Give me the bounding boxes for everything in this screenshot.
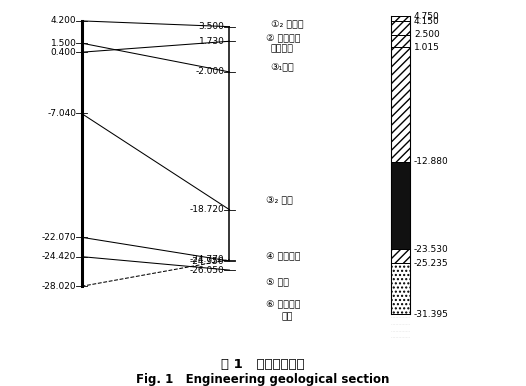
- Bar: [391, 263, 410, 314]
- Text: -26.050: -26.050: [189, 266, 224, 274]
- Text: -31.395: -31.395: [414, 310, 449, 318]
- Text: -12.880: -12.880: [414, 157, 449, 166]
- Text: 2.500: 2.500: [414, 30, 440, 39]
- Text: ①₂ 素填土: ①₂ 素填土: [271, 20, 304, 29]
- Bar: [391, 35, 410, 47]
- Text: ④ 粉质黏土: ④ 粉质黏土: [266, 253, 300, 262]
- Text: 粉砂: 粉砂: [281, 312, 292, 321]
- Bar: [391, 249, 410, 263]
- Text: -24.950: -24.950: [190, 257, 224, 266]
- Text: -24.770: -24.770: [190, 255, 224, 264]
- Text: ⑤ 细砂: ⑤ 细砂: [266, 278, 289, 287]
- Text: ③₂ 粉砂: ③₂ 粉砂: [266, 195, 292, 204]
- Text: 4.150: 4.150: [414, 17, 440, 26]
- Text: -28.020: -28.020: [42, 282, 76, 291]
- Text: -22.070: -22.070: [42, 233, 76, 242]
- Text: -18.720: -18.720: [189, 205, 224, 214]
- Text: Fig. 1   Engineering geological section: Fig. 1 Engineering geological section: [136, 372, 390, 386]
- Text: -25.235: -25.235: [414, 259, 449, 268]
- Text: 1.500: 1.500: [50, 39, 76, 47]
- Bar: [391, 21, 410, 35]
- Bar: [391, 16, 410, 21]
- Text: ⑥ 粉质黏土: ⑥ 粉质黏土: [266, 301, 300, 310]
- Bar: [391, 162, 410, 249]
- Bar: [391, 47, 410, 162]
- Text: 1.015: 1.015: [414, 42, 440, 52]
- Text: -2.000: -2.000: [195, 68, 224, 76]
- Text: ③₁粉砂: ③₁粉砂: [271, 63, 295, 71]
- Text: 4.750: 4.750: [414, 12, 440, 21]
- Text: 0.400: 0.400: [50, 48, 76, 57]
- Text: -23.530: -23.530: [414, 245, 449, 254]
- Text: 图 1   工程地质剖面: 图 1 工程地质剖面: [221, 358, 305, 371]
- Text: 3.500: 3.500: [198, 22, 224, 31]
- Text: -24.420: -24.420: [42, 252, 76, 261]
- Text: 4.200: 4.200: [51, 16, 76, 25]
- Text: 1.730: 1.730: [198, 37, 224, 46]
- Text: ② 砂质黏土: ② 砂质黏土: [266, 34, 300, 43]
- Text: 粉质黏土: 粉质黏土: [271, 44, 294, 53]
- Text: -7.040: -7.040: [47, 109, 76, 118]
